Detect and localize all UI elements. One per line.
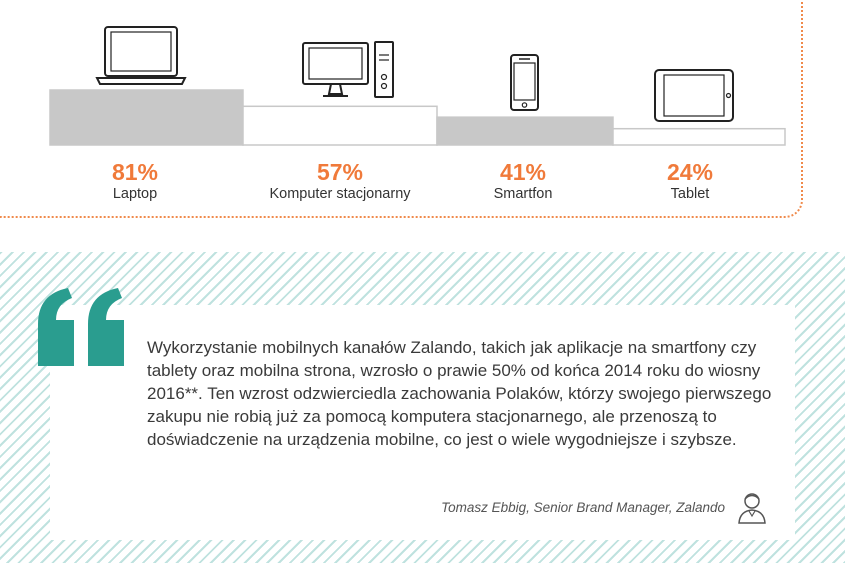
tablet-icon (654, 69, 734, 122)
quote-mark-icon (38, 288, 124, 366)
category-label: Smartfon (494, 186, 553, 202)
bar-laptop (49, 89, 244, 146)
bar-smartphone (436, 116, 614, 146)
chart-frame (0, 0, 803, 218)
value-label: 41% (500, 159, 546, 185)
person-avatar-icon (738, 493, 766, 524)
quote-author: Tomasz Ebbig, Senior Brand Manager, Zala… (441, 500, 725, 515)
device-usage-chart: 81%Laptop 57%Komputer stacjonarny 41%Smart… (49, 26, 786, 202)
quote-text: Wykorzystanie mobilnych kanałów Zalando,… (147, 338, 772, 449)
bar-tablet (612, 127, 786, 146)
laptop-icon (95, 26, 187, 85)
category-label: Laptop (113, 186, 157, 202)
value-label: 81% (112, 159, 158, 185)
smartphone-icon (510, 54, 539, 111)
category-label: Tablet (671, 186, 710, 202)
category-label: Komputer stacjonarny (269, 186, 411, 202)
quote-box (50, 305, 795, 540)
value-label: 57% (317, 159, 363, 185)
value-label: 24% (667, 159, 713, 185)
bar-desktop-computer (242, 105, 438, 146)
desktop-computer-icon (302, 41, 394, 98)
